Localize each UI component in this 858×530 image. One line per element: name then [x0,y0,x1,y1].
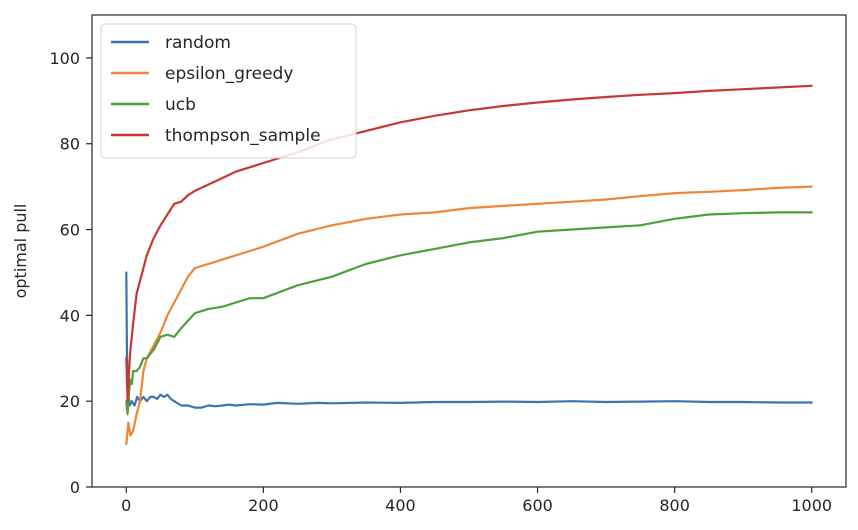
legend-label: epsilon_greedy [165,64,293,84]
series-line-random [125,271,813,409]
x-tick-label: 400 [385,496,416,515]
y-tick-label: 40 [60,306,80,325]
y-tick-label: 60 [60,221,80,240]
y-axis-label: optimal pull [11,204,30,299]
series-line-thompson-sample [125,84,813,403]
y-axis-ticks: 0 20 40 60 80 100 [49,49,92,497]
series-line-ucb [125,211,813,416]
legend-label: thompson_sample [165,126,321,146]
series-layer [125,84,813,446]
y-tick-label: 80 [60,135,80,154]
legend-label: random [165,33,231,53]
series-line-epsilon-greedy [125,185,813,446]
x-axis-ticks: 0 200 400 600 800 1000 [121,487,832,515]
x-tick-label: 1000 [791,496,832,515]
x-tick-label: 800 [659,496,690,515]
x-tick-label: 0 [121,496,131,515]
x-tick-label: 200 [248,496,279,515]
legend-box [100,23,357,159]
y-tick-label: 20 [60,392,80,411]
x-tick-label: 600 [522,496,553,515]
y-tick-label: 100 [49,49,80,68]
y-tick-label: 0 [70,478,80,497]
axes-frame [91,14,847,488]
legend-label: ucb [165,95,196,115]
